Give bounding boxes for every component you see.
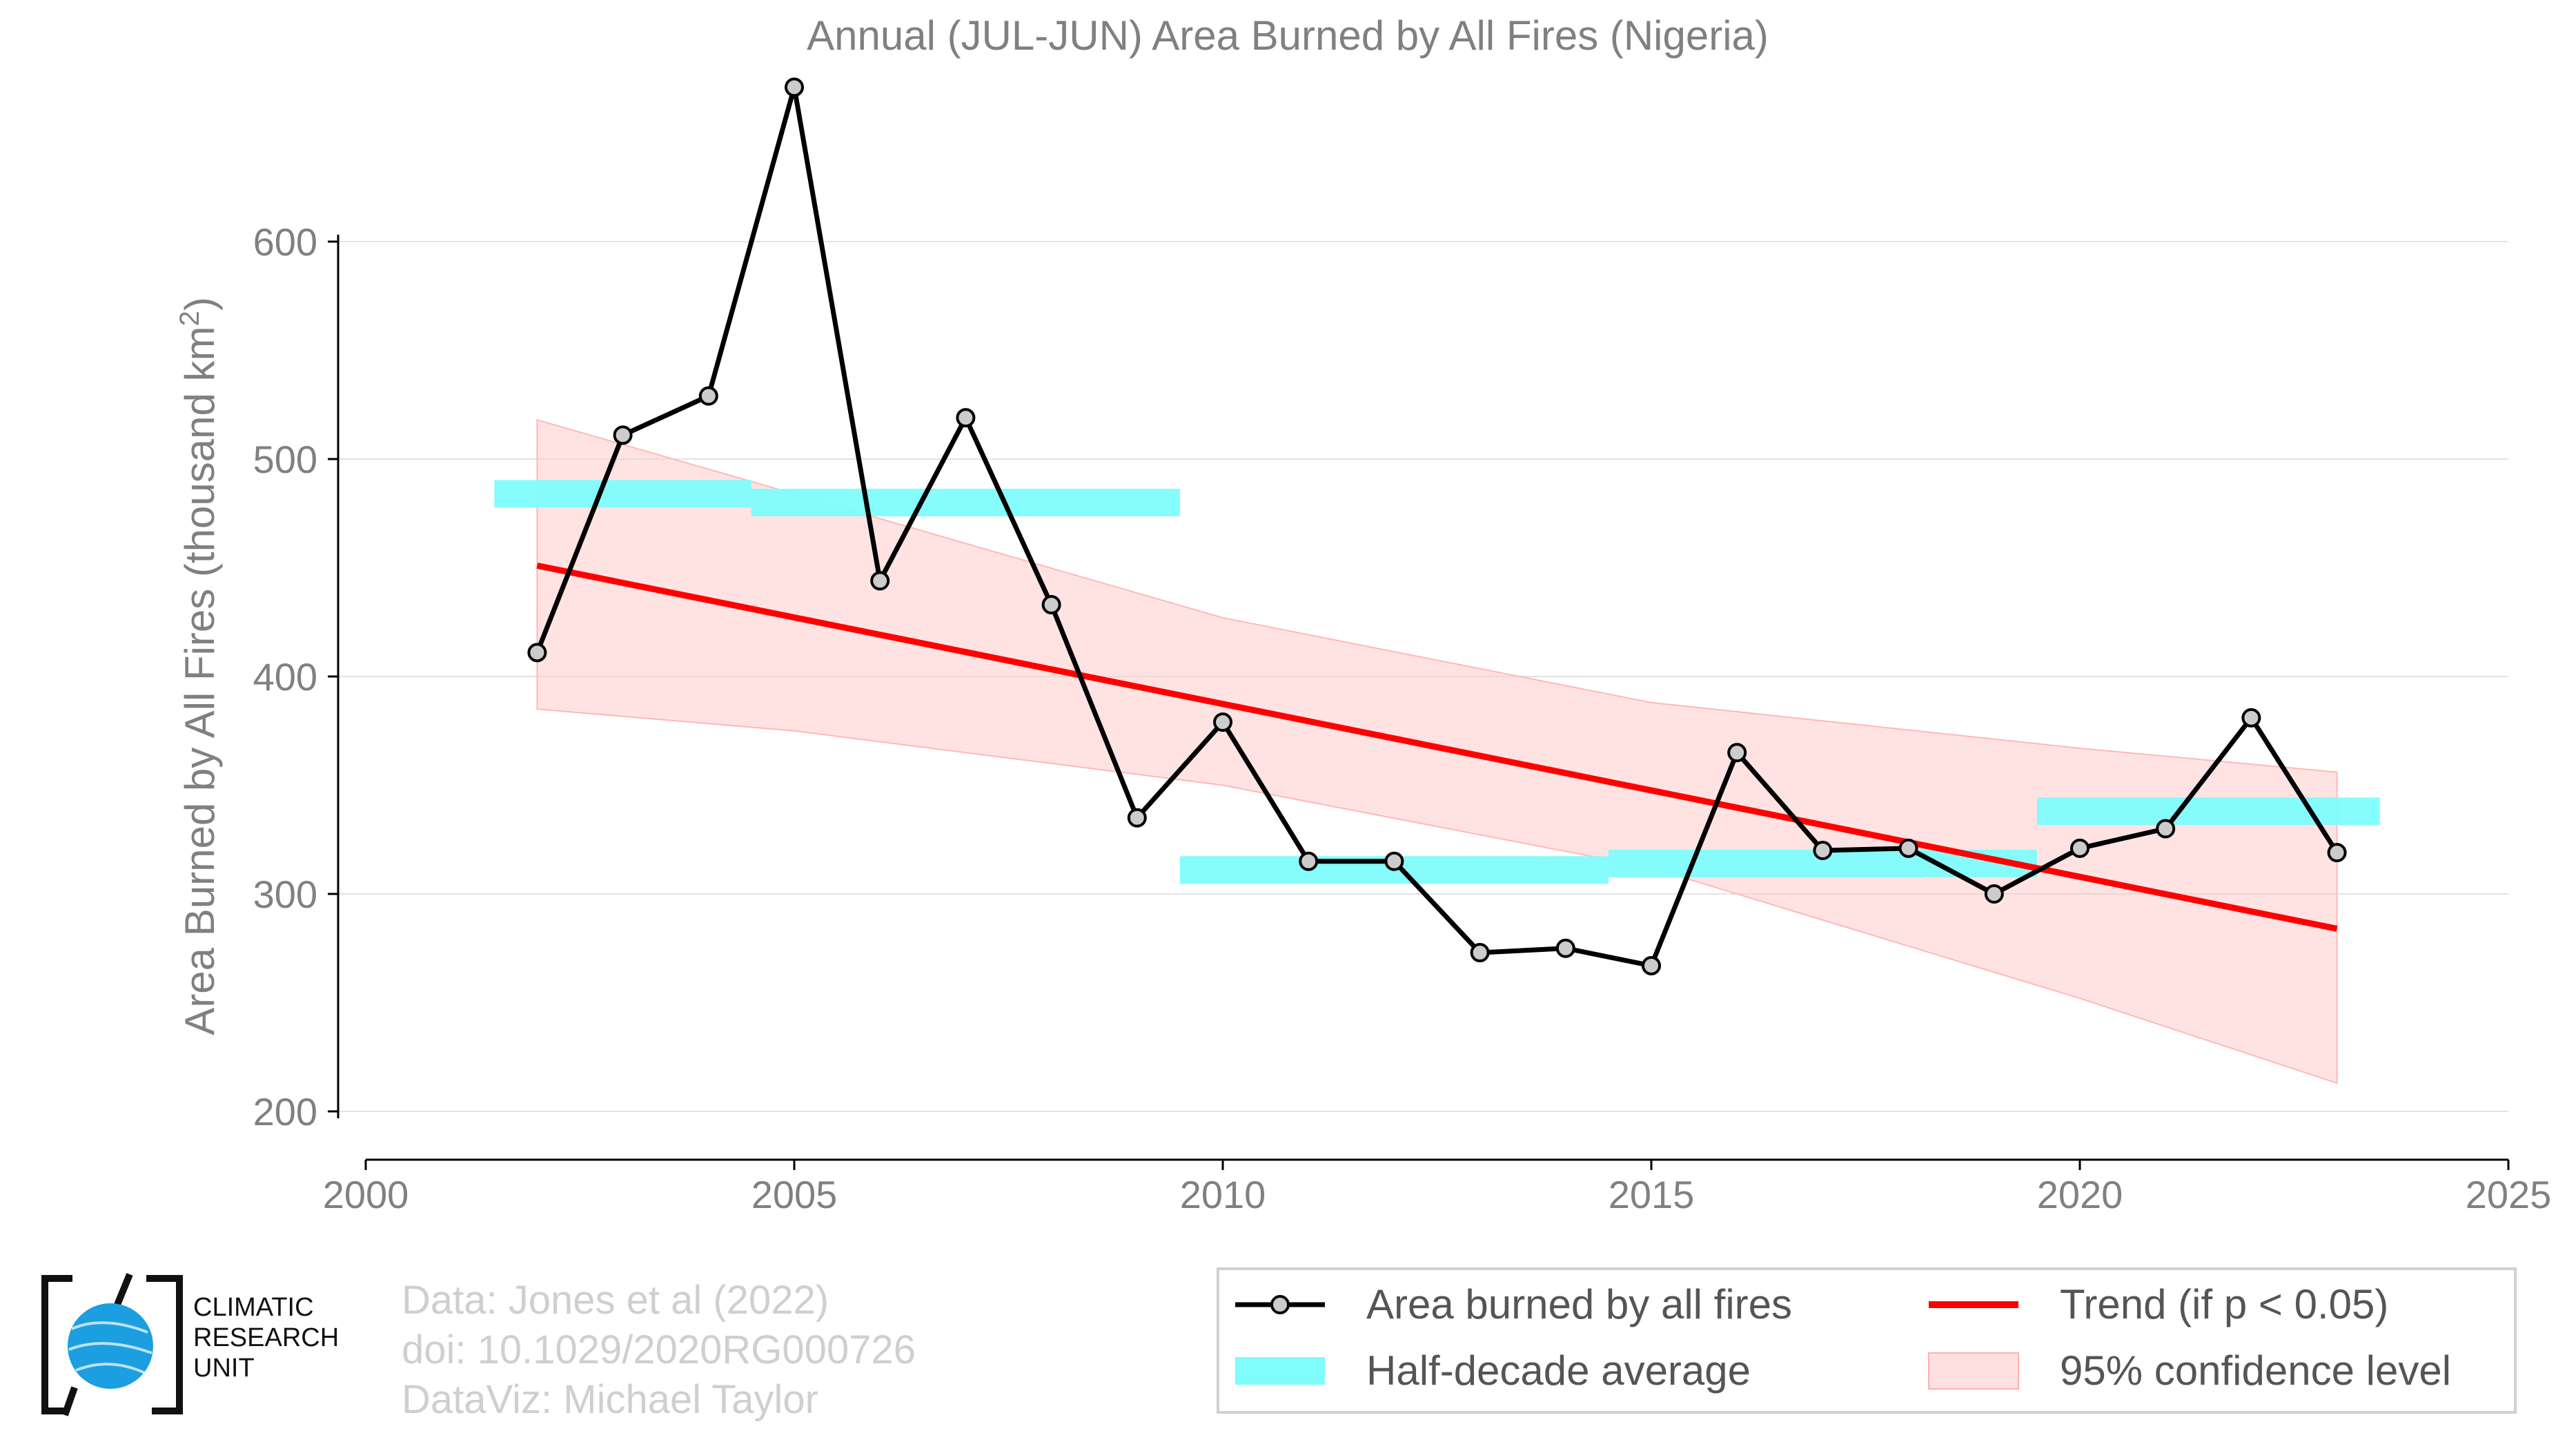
- logo-text-line3: UNIT: [193, 1354, 255, 1383]
- data-point-2003: [613, 425, 633, 445]
- logo-text-line2: RESEARCH: [193, 1323, 340, 1352]
- data-point-2011: [1299, 851, 1319, 871]
- data-point-2013: [1470, 943, 1490, 963]
- x-tick-label-2000: 2000: [323, 1173, 409, 1216]
- x-tick-label-2025: 2025: [2466, 1173, 2552, 1216]
- y-tick-label-200: 200: [253, 1090, 317, 1133]
- y-tick-label-600: 600: [253, 220, 317, 264]
- x-tick-label-2020: 2020: [2037, 1173, 2123, 1216]
- logo-text-line1: CLIMATIC: [193, 1293, 314, 1322]
- data-point-2014: [1555, 938, 1575, 958]
- logo-text: CLIMATIC RESEARCH UNIT: [193, 1292, 339, 1383]
- confidence-band-area: [536, 418, 2338, 1084]
- data-point-2010: [1213, 712, 1232, 732]
- logo-slash: [61, 1273, 133, 1416]
- data-point-2023: [2327, 843, 2347, 863]
- trend-line: [536, 562, 2338, 932]
- y-axis-label-main: Area Burned by All Fires (thousand km: [177, 327, 223, 1035]
- credit-data-source: Data: Jones et al (2022): [402, 1278, 829, 1323]
- cru-logo: [41, 1273, 183, 1416]
- legend-box: [1217, 1267, 2517, 1414]
- legend-series-label: Area burned by all fires: [1366, 1281, 1792, 1327]
- half-decade-bar-4: [2036, 797, 2380, 826]
- x-tick-label-2005: 2005: [751, 1173, 838, 1216]
- y-axis-label-sup: 2: [175, 311, 205, 326]
- data-point-2016: [1727, 743, 1747, 763]
- data-point-2017: [1813, 841, 1833, 860]
- data-point-2021: [2156, 819, 2176, 839]
- data-point-2004: [698, 386, 718, 406]
- logo-bracket-left: [41, 1275, 72, 1414]
- legend: Area burned by all fires Half-decade ave…: [1217, 1267, 2517, 1414]
- legend-confidence-swatch: [1928, 1352, 2019, 1390]
- legend-trend-label: Trend (if p < 0.05): [2060, 1281, 2388, 1327]
- trend-line-group: [536, 562, 2338, 932]
- data-point-2015: [1642, 955, 1661, 975]
- half-decade-bar-1: [751, 489, 1180, 516]
- data-point-2018: [1898, 838, 1918, 858]
- data-point-2012: [1384, 851, 1404, 871]
- y-axis-label: Area Burned by All Fires (thousand km2): [175, 297, 223, 1035]
- data-point-2005: [785, 77, 804, 97]
- confidence-band: [536, 418, 2338, 1084]
- legend-average-label: Half-decade average: [1366, 1347, 1751, 1394]
- credits: Data: Jones et al (2022) doi: 10.1029/20…: [402, 1276, 916, 1425]
- series-group: [527, 77, 2347, 975]
- data-point-2019: [1984, 884, 2004, 904]
- y-tick-label-300: 300: [253, 873, 317, 916]
- legend-confidence-label: 95% confidence level: [2060, 1347, 2451, 1394]
- axes: [328, 235, 2510, 1170]
- data-point-2007: [956, 408, 976, 428]
- data-point-2008: [1041, 595, 1061, 615]
- globe-wave-icon: [68, 1321, 153, 1375]
- data-point-2009: [1127, 808, 1147, 828]
- y-tick-label-400: 400: [253, 655, 317, 699]
- legend-average-swatch: [1235, 1357, 1325, 1385]
- data-point-2002: [527, 643, 547, 663]
- chart-title: Annual (JUL-JUN) Area Burned by All Fire…: [807, 12, 1769, 59]
- y-axis-label-end: ): [177, 297, 223, 311]
- credit-doi: doi: 10.1029/2020RG000726: [402, 1327, 916, 1372]
- credit-dataviz: DataViz: Michael Taylor: [402, 1377, 818, 1422]
- legend-series-marker: [1270, 1295, 1290, 1314]
- half-decade-bar-0: [494, 480, 751, 508]
- data-point-2006: [870, 571, 890, 591]
- data-point-2020: [2070, 838, 2090, 858]
- y-tick-label-500: 500: [253, 438, 317, 481]
- data-point-2022: [2241, 708, 2261, 728]
- tick-labels: 200 300 400 500 600 2000 2005 2010 2015 2020 2025: [253, 220, 2552, 1216]
- x-tick-label-2010: 2010: [1180, 1173, 1266, 1216]
- x-tick-label-2015: 2015: [1609, 1173, 1695, 1216]
- series-line: [535, 84, 2339, 968]
- logo-bracket-right: [146, 1275, 183, 1414]
